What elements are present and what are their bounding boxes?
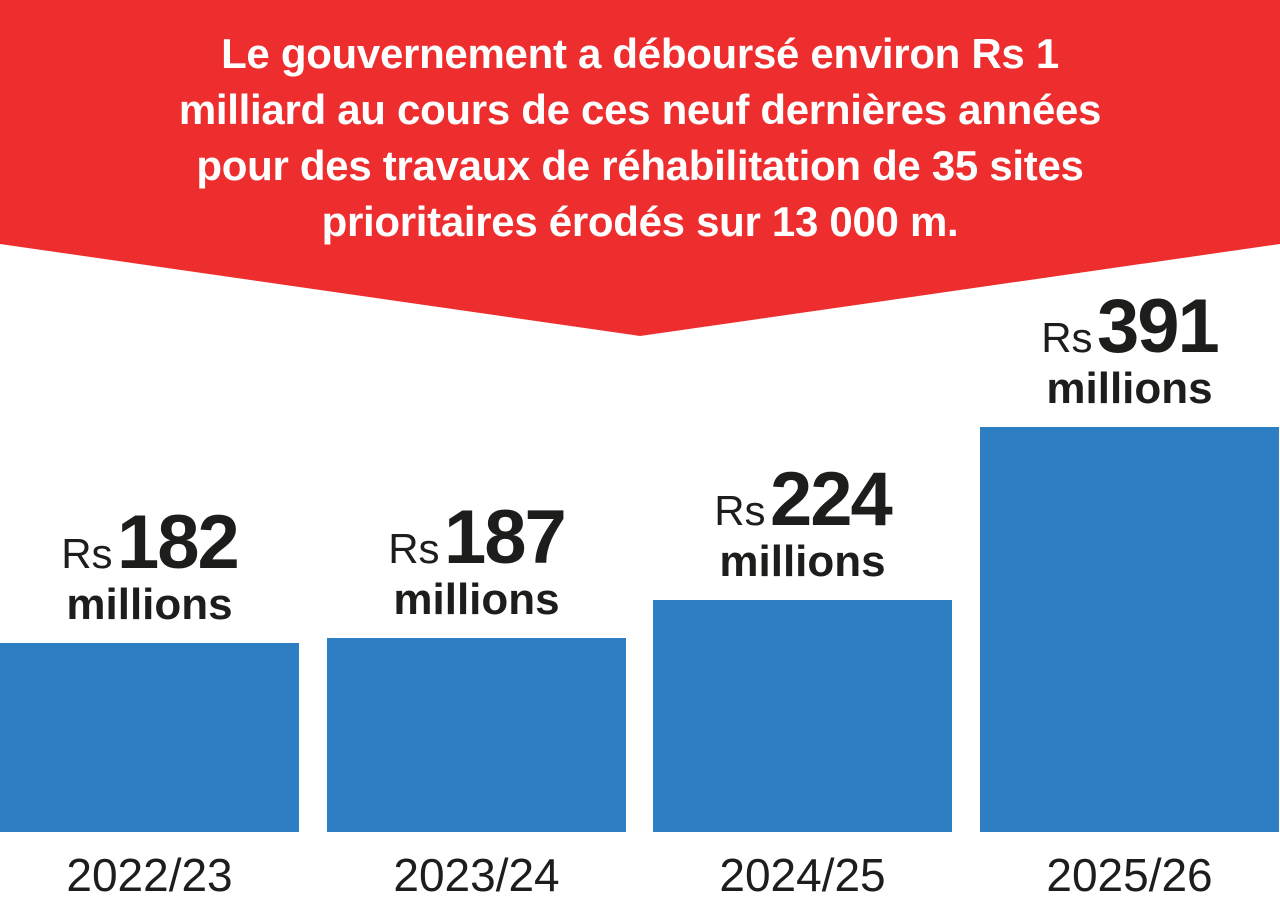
x-tick-label: 2023/24 [393, 849, 560, 901]
value-number: 187 [443, 495, 567, 581]
value-unit: millions [1046, 364, 1213, 413]
banner-arrow-shape [0, 0, 1280, 336]
bar-2023-24 [327, 638, 626, 832]
title-banner [0, 0, 1280, 336]
value-prefix: Rs [714, 486, 766, 534]
x-tick-label: 2025/26 [1046, 849, 1213, 901]
x-tick-label: 2024/25 [719, 849, 886, 901]
value-prefix: Rs [388, 525, 440, 573]
bar-2025-26 [980, 427, 1279, 832]
title-line: milliard au cours de ces neuf dernières … [178, 86, 1102, 133]
bar-2022-23 [0, 643, 299, 832]
title-line: Le gouvernement a déboursé environ Rs 1 [221, 30, 1059, 77]
data-label: Rs 187 millions [327, 500, 626, 622]
x-tick-label: 2022/23 [66, 849, 233, 901]
value-number: 391 [1096, 284, 1220, 369]
value-number: 182 [116, 500, 240, 586]
value-unit: millions [66, 580, 233, 630]
value-prefix: Rs [1041, 314, 1093, 361]
value-unit: millions [393, 575, 560, 625]
data-label: Rs 182 millions [0, 505, 299, 627]
value-prefix: Rs [61, 530, 113, 578]
value-unit: millions [719, 536, 886, 586]
value-number: 224 [769, 456, 893, 542]
title-line: pour des travaux de réhabilitation de 35… [196, 142, 1084, 189]
chart-title: Le gouvernement a déboursé environ Rs 1 … [0, 26, 1280, 250]
data-label: Rs 391 millions [980, 289, 1279, 411]
bar-2024-25 [653, 599, 952, 832]
title-line: prioritaires érodés sur 13 000 m. [321, 198, 959, 245]
data-label: Rs 224 millions [653, 461, 952, 586]
